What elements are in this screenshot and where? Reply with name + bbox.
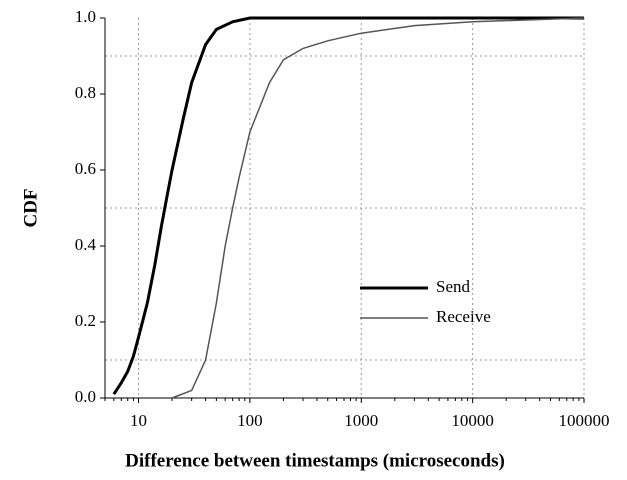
legend-label: Receive xyxy=(436,307,491,326)
x-tick-label: 1000 xyxy=(344,411,378,430)
x-tick-label: 100 xyxy=(237,411,263,430)
series-line xyxy=(171,17,585,399)
legend-label: Send xyxy=(436,277,471,296)
y-tick-label: 0.0 xyxy=(75,387,96,406)
y-axis-label: CDF xyxy=(20,188,41,227)
x-axis-label: Difference between timestamps (microseco… xyxy=(125,450,505,471)
y-tick-label: 0.8 xyxy=(75,83,96,102)
x-tick-label: 100000 xyxy=(559,411,610,430)
series-line xyxy=(112,16,584,396)
y-tick-label: 0.2 xyxy=(75,311,96,330)
x-tick-label: 10 xyxy=(130,411,147,430)
y-tick-label: 0.4 xyxy=(75,235,97,254)
y-tick-label: 0.6 xyxy=(75,159,96,178)
y-tick-label: 1.0 xyxy=(75,7,96,26)
x-tick-label: 10000 xyxy=(451,411,494,430)
